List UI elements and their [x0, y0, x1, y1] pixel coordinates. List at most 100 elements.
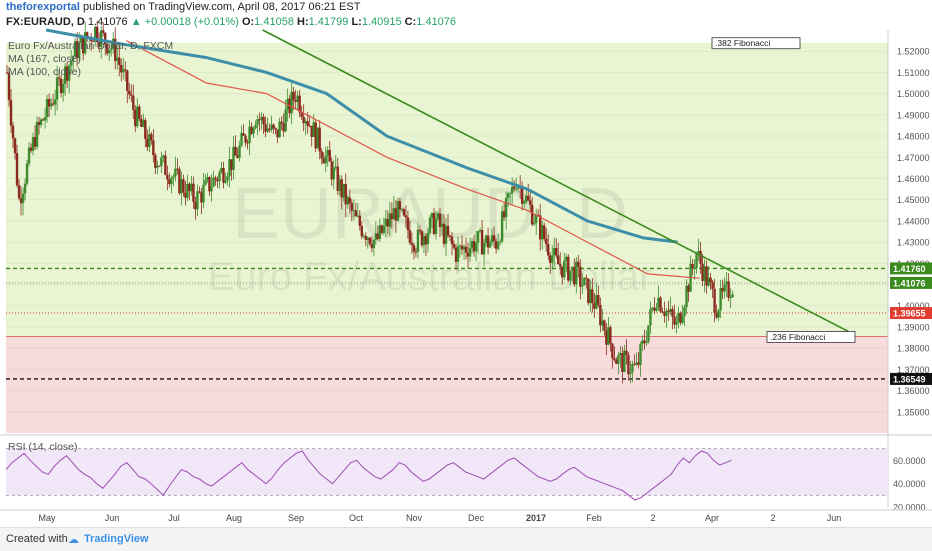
candle-body[interactable]: [639, 344, 642, 365]
candle-body[interactable]: [653, 307, 656, 311]
candle-body[interactable]: [623, 350, 626, 373]
candle-body[interactable]: [520, 186, 524, 204]
candle-body[interactable]: [186, 183, 189, 198]
candle-body[interactable]: [709, 277, 712, 283]
candle-body[interactable]: [561, 266, 564, 278]
candle-body[interactable]: [21, 193, 25, 204]
candle-body[interactable]: [77, 42, 81, 58]
candle-body[interactable]: [5, 72, 9, 74]
candle-body[interactable]: [539, 215, 542, 240]
candle-body[interactable]: [675, 321, 678, 325]
candle-body[interactable]: [134, 109, 137, 127]
candle-body[interactable]: [727, 281, 730, 298]
candle-body[interactable]: [136, 106, 139, 127]
candle-body[interactable]: [240, 133, 243, 146]
candle-body[interactable]: [633, 363, 636, 365]
candle-body[interactable]: [114, 38, 117, 61]
candle-body[interactable]: [661, 311, 664, 313]
candle-body[interactable]: [212, 177, 215, 187]
candle-body[interactable]: [184, 192, 187, 198]
candle-body[interactable]: [595, 295, 598, 309]
candle-body[interactable]: [224, 180, 227, 183]
candle-body[interactable]: [364, 235, 368, 240]
candle-body[interactable]: [569, 270, 572, 281]
candle-body[interactable]: [290, 91, 293, 114]
candle-body[interactable]: [376, 233, 380, 239]
candle-body[interactable]: [128, 90, 131, 95]
price-chart[interactable]: EURAUD, D Euro Fx/Australian Dollar 1.52…: [0, 0, 932, 527]
candle-body[interactable]: [366, 237, 370, 240]
candle-body[interactable]: [617, 355, 620, 364]
candle-body[interactable]: [494, 240, 498, 249]
candle-body[interactable]: [43, 117, 47, 121]
candle-body[interactable]: [272, 124, 275, 129]
candle-body[interactable]: [296, 95, 299, 103]
candle-body[interactable]: [506, 193, 510, 198]
candle-body[interactable]: [408, 230, 412, 243]
candle-body[interactable]: [484, 235, 488, 243]
candle-body[interactable]: [428, 217, 432, 234]
candle-body[interactable]: [380, 225, 384, 233]
candle-body[interactable]: [166, 174, 169, 180]
candle-body[interactable]: [663, 312, 666, 316]
candle-body[interactable]: [641, 340, 644, 345]
candle-body[interactable]: [625, 350, 628, 356]
candle-body[interactable]: [104, 32, 107, 45]
candle-body[interactable]: [607, 327, 610, 345]
candle-body[interactable]: [274, 128, 277, 130]
candle-body[interactable]: [230, 159, 233, 170]
candle-body[interactable]: [400, 209, 404, 211]
candle-body[interactable]: [49, 103, 53, 107]
candle-body[interactable]: [126, 70, 129, 91]
candle-body[interactable]: [204, 179, 207, 185]
candle-body[interactable]: [543, 225, 546, 239]
tradingview-brand[interactable]: TradingView: [84, 533, 149, 545]
candle-body[interactable]: [605, 330, 608, 345]
candle-body[interactable]: [332, 167, 335, 180]
candle-body[interactable]: [731, 294, 734, 298]
candle-body[interactable]: [15, 153, 19, 186]
candle-body[interactable]: [416, 229, 420, 252]
candle-body[interactable]: [152, 140, 155, 156]
candle-body[interactable]: [266, 128, 269, 132]
candle-body[interactable]: [567, 256, 570, 281]
candle-body[interactable]: [340, 179, 343, 198]
candle-body[interactable]: [418, 229, 422, 232]
candle-body[interactable]: [420, 231, 424, 246]
candle-body[interactable]: [565, 256, 568, 261]
candle-body[interactable]: [334, 166, 337, 168]
candle-body[interactable]: [679, 312, 682, 323]
candle-body[interactable]: [362, 235, 366, 237]
candle-body[interactable]: [715, 312, 718, 318]
candle-body[interactable]: [41, 119, 45, 121]
candle-body[interactable]: [460, 245, 464, 250]
candle-body[interactable]: [508, 193, 512, 195]
candle-body[interactable]: [51, 103, 55, 105]
candle-body[interactable]: [238, 145, 241, 158]
candle-body[interactable]: [350, 202, 353, 211]
candle-body[interactable]: [222, 168, 225, 183]
candle-body[interactable]: [248, 126, 251, 144]
candle-body[interactable]: [597, 295, 600, 305]
candle-body[interactable]: [466, 252, 470, 257]
candle-body[interactable]: [27, 147, 31, 164]
candle-body[interactable]: [695, 253, 698, 268]
candle-body[interactable]: [587, 278, 590, 304]
candle-body[interactable]: [583, 277, 586, 286]
candle-body[interactable]: [551, 255, 554, 263]
candle-body[interactable]: [647, 325, 650, 342]
candle-body[interactable]: [637, 362, 640, 365]
candle-body[interactable]: [206, 177, 209, 180]
candle-body[interactable]: [382, 225, 386, 233]
candle-body[interactable]: [406, 217, 410, 231]
candle-body[interactable]: [178, 169, 181, 194]
trend-line[interactable]: [262, 29, 849, 332]
candle-body[interactable]: [216, 179, 219, 182]
candle-body[interactable]: [146, 138, 149, 148]
candle-body[interactable]: [298, 95, 301, 113]
candle-body[interactable]: [631, 363, 634, 373]
candle-body[interactable]: [268, 128, 271, 130]
candle-body[interactable]: [31, 137, 35, 151]
candle-body[interactable]: [414, 251, 418, 253]
candle-body[interactable]: [284, 109, 287, 132]
